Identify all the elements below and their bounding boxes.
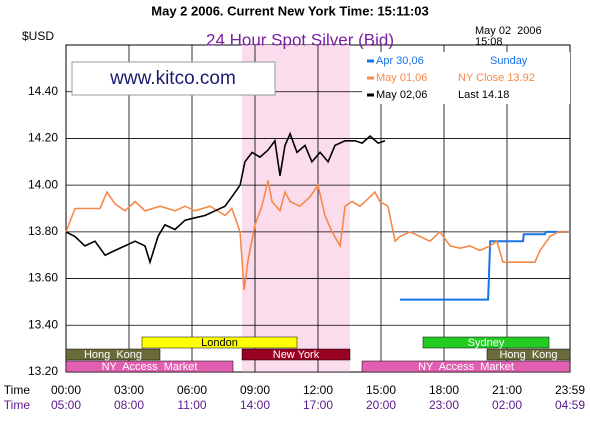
session-label: NY Access Market <box>418 361 514 373</box>
x-tick-label: 09:00 <box>240 383 270 397</box>
session-bar <box>241 348 351 361</box>
x-tick-label: 23:59 <box>555 383 585 397</box>
watermark: www.kitco.com <box>109 68 236 89</box>
watermark-box <box>71 61 276 96</box>
series-line <box>399 230 570 301</box>
legend-note: Last 14.18 <box>458 89 509 101</box>
x-tick-label-secondary: 23:00 <box>429 398 459 412</box>
legend-label: May 02,06 <box>376 89 427 101</box>
legend-note: Sunday <box>490 55 528 67</box>
x-tick-label: 06:00 <box>177 383 207 397</box>
y-unit: $USD <box>22 29 54 43</box>
x-tick-label-secondary: 08:00 <box>114 398 144 412</box>
session-label: NY Access Market <box>102 361 198 373</box>
x-tick-label: 12:00 <box>303 383 333 397</box>
legend-label: May 01,06 <box>376 72 427 84</box>
legend <box>362 52 570 104</box>
y-tick-label: 13.80 <box>28 224 58 238</box>
row-label: Time <box>4 383 31 397</box>
x-tick-label-secondary: 04:59 <box>555 398 585 412</box>
session-bar <box>422 336 550 349</box>
session-bar <box>141 336 298 349</box>
x-tick-label: 21:00 <box>492 383 522 397</box>
session-label: Sydney <box>468 337 505 349</box>
row-label: on Time <box>0 398 30 412</box>
x-tick-label-secondary: 02:00 <box>492 398 522 412</box>
ny-session-shade <box>242 45 350 372</box>
series-line <box>65 180 570 291</box>
legend-label: Apr 30,06 <box>376 55 424 67</box>
legend-note: NY Close 13.92 <box>458 72 535 84</box>
session-label: London <box>201 337 238 349</box>
session-bar <box>65 348 161 361</box>
x-tick-label-secondary: 05:00 <box>51 398 81 412</box>
session-bar <box>361 360 571 373</box>
session-bar <box>65 360 234 373</box>
x-tick-label: 15:00 <box>366 383 396 397</box>
x-tick-label-secondary: 14:00 <box>240 398 270 412</box>
y-tick-label: 13.40 <box>28 317 58 331</box>
x-tick-label: 18:00 <box>429 383 459 397</box>
stamp-time: 15:08 <box>475 36 503 48</box>
session-label: Hong Kong <box>499 349 557 361</box>
chart-title: 24 Hour Spot Silver (Bid) <box>206 30 394 49</box>
y-tick-label: 14.00 <box>28 177 58 191</box>
x-tick-label-secondary: 17:00 <box>303 398 333 412</box>
x-tick-label-secondary: 11:00 <box>177 398 206 412</box>
session-bar <box>486 348 571 361</box>
y-tick-label: 13.20 <box>28 364 58 378</box>
stamp-date: May 02 2006 <box>475 25 542 37</box>
series-line <box>65 131 386 265</box>
y-tick-label: 13.60 <box>28 271 58 285</box>
x-tick-label: 00:00 <box>51 383 81 397</box>
x-tick-label: 03:00 <box>114 383 144 397</box>
session-label: New York <box>273 349 320 361</box>
header: May 2 2006. Current New York Time: 15:11… <box>151 3 428 18</box>
session-label: Hong Kong <box>84 349 142 361</box>
y-tick-label: 14.20 <box>28 131 58 145</box>
x-tick-label-secondary: 20:00 <box>366 398 396 412</box>
y-tick-label: 14.40 <box>28 84 58 98</box>
